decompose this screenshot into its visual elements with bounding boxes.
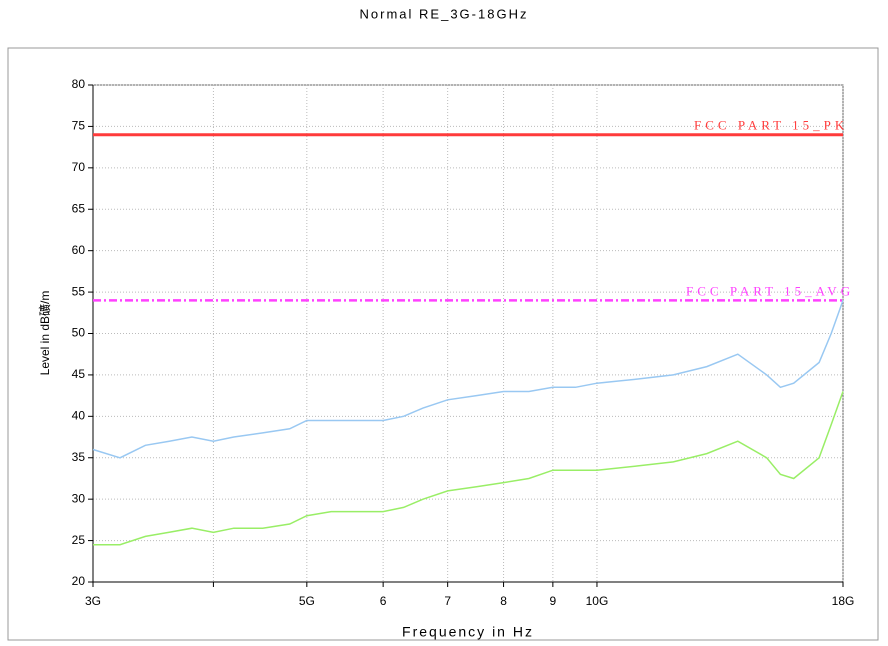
y-axis-title: Level in dB礦/m bbox=[37, 291, 52, 376]
y-tick-label: 40 bbox=[72, 409, 86, 423]
y-tick-label: 20 bbox=[72, 574, 86, 588]
y-tick-label: 80 bbox=[72, 77, 86, 91]
x-tick-label: 9 bbox=[550, 594, 557, 608]
y-tick-label: 55 bbox=[72, 284, 86, 298]
x-tick-label: 6 bbox=[380, 594, 387, 608]
x-tick-label: 7 bbox=[444, 594, 451, 608]
y-tick-label: 60 bbox=[72, 243, 86, 257]
x-tick-label: 5G bbox=[299, 594, 315, 608]
y-tick-label: 25 bbox=[72, 533, 86, 547]
y-tick-label: 65 bbox=[72, 201, 86, 215]
y-tick-label: 30 bbox=[72, 491, 86, 505]
x-tick-label: 8 bbox=[500, 594, 507, 608]
y-tick-label: 70 bbox=[72, 160, 86, 174]
limit-label: FCC PART 15_PK bbox=[694, 118, 848, 133]
x-tick-label: 10G bbox=[586, 594, 609, 608]
x-axis-title: Frequency in Hz bbox=[402, 624, 534, 640]
y-tick-label: 35 bbox=[72, 450, 86, 464]
chart-title: Normal RE_3G-18GHz bbox=[360, 6, 529, 21]
y-tick-label: 75 bbox=[72, 119, 86, 133]
data-line bbox=[92, 300, 844, 459]
y-tick-label: 50 bbox=[72, 326, 86, 340]
x-tick-label: 18G bbox=[832, 594, 855, 608]
y-tick-label: 45 bbox=[72, 367, 86, 381]
data-line bbox=[93, 391, 844, 546]
limit-label: FCC PART 15_AVG bbox=[686, 283, 854, 298]
x-tick-label: 3G bbox=[85, 594, 101, 608]
